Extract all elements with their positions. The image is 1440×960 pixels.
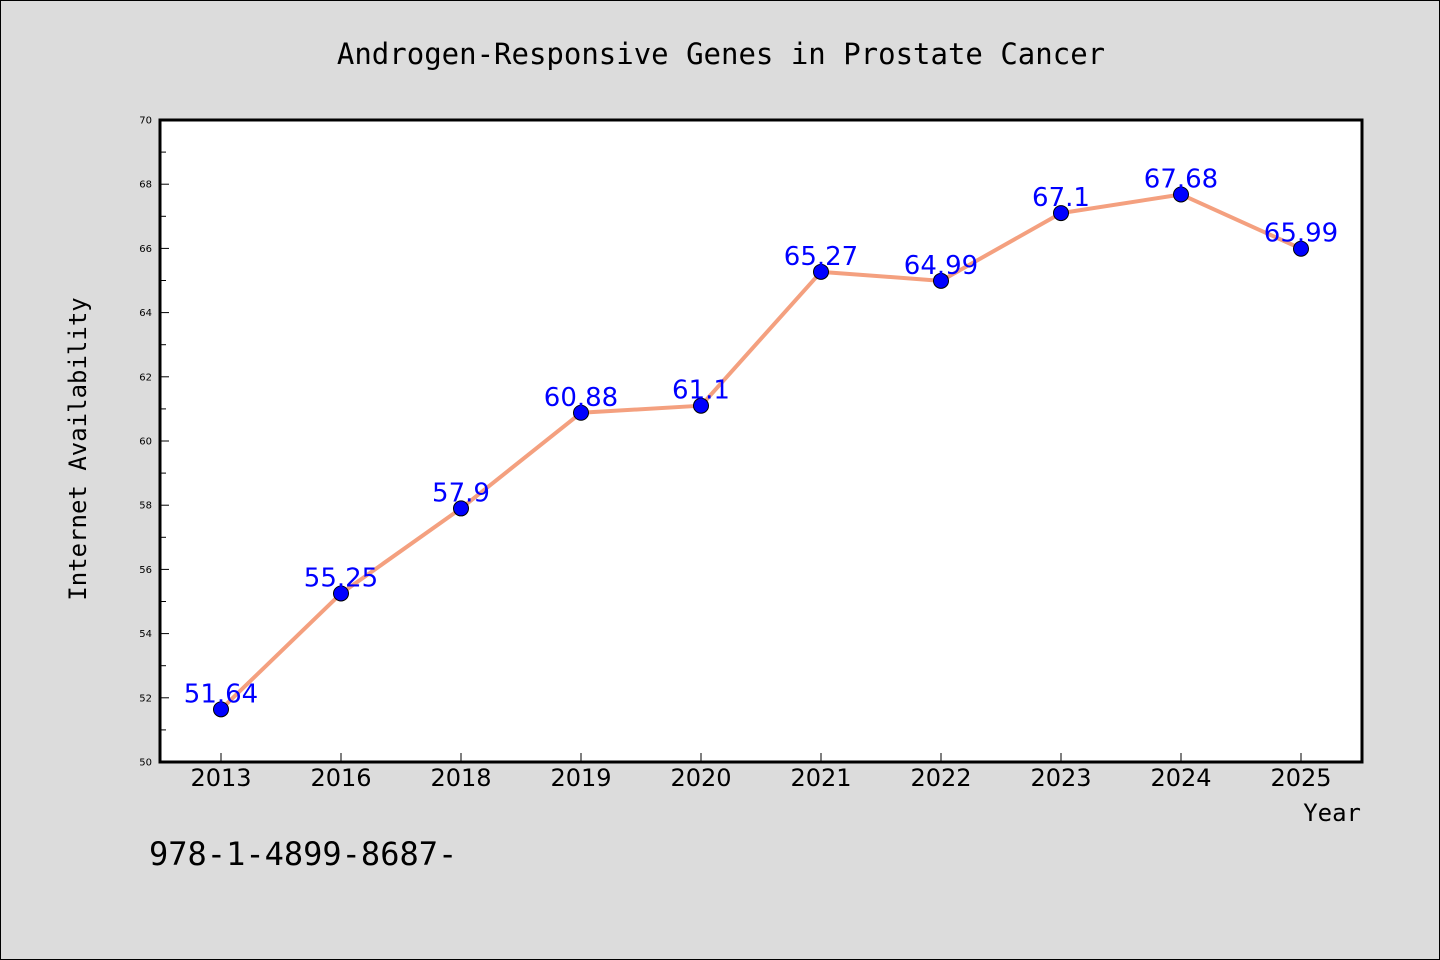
series-markers <box>213 186 1309 718</box>
data-point <box>453 500 469 517</box>
y-tick-label: 64 <box>139 308 152 319</box>
data-label: 60.88 <box>544 383 618 413</box>
x-tick-label: 2016 <box>310 764 371 792</box>
data-label: 67.1 <box>1032 183 1090 213</box>
x-tick-label: 2021 <box>790 764 851 792</box>
series-line <box>219 192 1303 712</box>
data-label: 67.68 <box>1144 164 1218 194</box>
x-tick-label: 2013 <box>190 764 251 792</box>
data-point <box>213 701 229 718</box>
y-tick-label: 66 <box>139 244 152 255</box>
data-label: 65.99 <box>1264 219 1338 249</box>
chart-title: Androgen-Responsive Genes in Prostate Ca… <box>337 37 1105 71</box>
y-tick-label: 50 <box>139 758 152 769</box>
x-tick-label: 2018 <box>430 764 491 792</box>
data-label: 55.25 <box>304 563 378 593</box>
y-tick-label: 62 <box>139 372 152 383</box>
data-point <box>1293 240 1309 257</box>
x-axis-ticks: 2013 2016 2018 2019 2020 2021 2022 2023 2024 2025 <box>190 753 1332 792</box>
y-tick-label: 52 <box>139 693 152 704</box>
y-axis-title: Internet Availability <box>64 297 92 600</box>
x-tick-label: 2020 <box>670 764 731 792</box>
y-tick-label: 58 <box>139 501 152 512</box>
footnote-text: 978-1-4899-8687- <box>149 835 457 873</box>
data-label: 51.64 <box>184 679 258 709</box>
data-label: 57.9 <box>432 478 490 508</box>
x-tick-label: 2024 <box>1150 764 1211 792</box>
plot-area <box>158 118 1364 764</box>
x-axis-title: Year <box>1303 799 1361 827</box>
y-tick-label: 60 <box>139 437 152 448</box>
y-tick-label: 68 <box>139 180 152 191</box>
y-tick-label: 70 <box>139 116 152 127</box>
data-labels: 51.64 55.25 57.9 60.88 61.1 65.27 64.99 67.1 67.… <box>184 164 1338 709</box>
data-point <box>573 404 589 421</box>
y-axis-ticks: 50 52 54 56 58 60 62 64 66 68 70 <box>139 116 169 769</box>
data-point <box>693 397 709 414</box>
data-label: 64.99 <box>904 251 978 281</box>
data-point <box>933 272 949 289</box>
data-label: 65.27 <box>784 242 858 272</box>
x-tick-label: 2019 <box>550 764 611 792</box>
y-tick-label: 56 <box>139 565 152 576</box>
x-tick-label: 2023 <box>1030 764 1091 792</box>
data-point <box>1173 186 1189 203</box>
y-tick-label: 54 <box>139 629 152 640</box>
data-point <box>813 263 829 280</box>
x-tick-label: 2022 <box>910 764 971 792</box>
data-point <box>1053 205 1069 222</box>
x-tick-label: 2025 <box>1270 764 1331 792</box>
data-point <box>333 585 349 602</box>
data-label: 61.1 <box>672 376 730 406</box>
